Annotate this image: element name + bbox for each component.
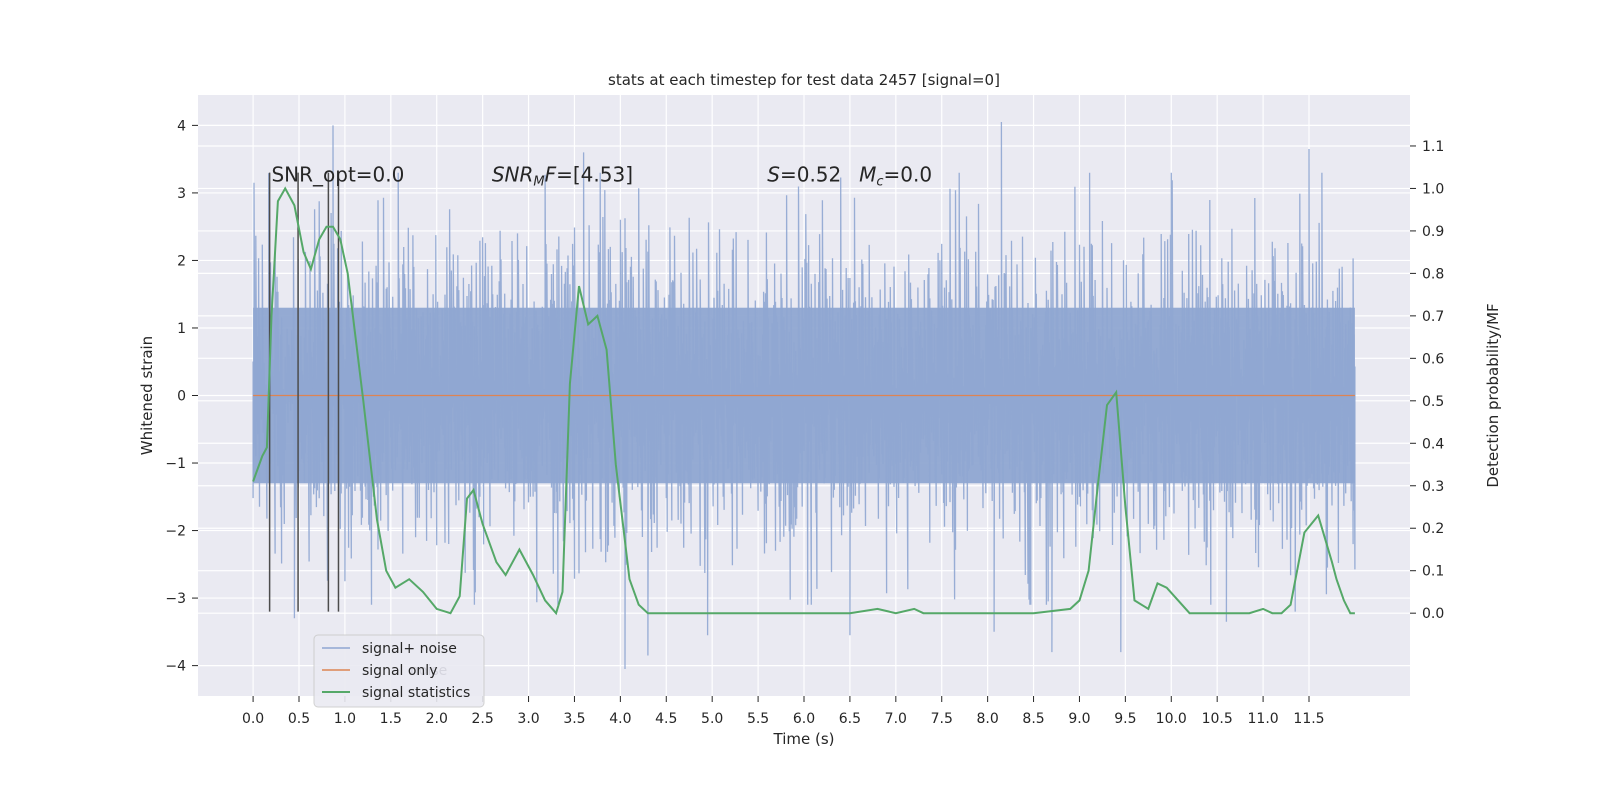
annotations: SNR_opt=0.0 SNRMF=[4.53] S=0.52 Mc=0.0 bbox=[271, 163, 932, 190]
x-tick-label: 11.0 bbox=[1248, 711, 1279, 727]
chart-title: stats at each timestep for test data 245… bbox=[608, 71, 1000, 89]
x-tick-label: 6.0 bbox=[793, 711, 815, 727]
y-left-tick-label: −1 bbox=[165, 456, 186, 472]
x-tick-label: 3.5 bbox=[563, 711, 585, 727]
x-tick-label: 5.5 bbox=[747, 711, 769, 727]
y-right-tick-label: 0.9 bbox=[1422, 224, 1444, 240]
legend-ghost-text: noise bbox=[410, 663, 447, 679]
x-tick-label: 10.0 bbox=[1156, 711, 1187, 727]
y-axis-right: 1.1 1.0 0.9 0.8 0.7 0.6 0.5 0.4 0.3 0.2 0.1 0.0 bbox=[1410, 139, 1444, 622]
x-tick-label: 1.0 bbox=[334, 711, 356, 727]
x-tick-label: 8.5 bbox=[1022, 711, 1044, 727]
x-tick-label: 9.5 bbox=[1114, 711, 1136, 727]
y-right-tick-label: 0.8 bbox=[1422, 266, 1444, 282]
legend-box bbox=[313, 634, 485, 708]
y-right-tick-label: 0.4 bbox=[1422, 436, 1444, 452]
y-left-tick-label: −3 bbox=[165, 591, 186, 607]
x-tick-label: 0.5 bbox=[288, 711, 310, 727]
x-tick-label: 0.0 bbox=[242, 711, 264, 727]
x-tick-label: 3.0 bbox=[517, 711, 539, 727]
x-tick-label: 2.5 bbox=[472, 711, 494, 727]
x-tick-label: 10.5 bbox=[1202, 711, 1233, 727]
annotation-1: SNR_opt=0.0 bbox=[271, 163, 404, 187]
x-tick-label: 8.0 bbox=[977, 711, 999, 727]
x-tick-label: 5.0 bbox=[701, 711, 723, 727]
y-right-tick-label: 0.5 bbox=[1422, 394, 1444, 410]
y-right-tick-label: 0.1 bbox=[1422, 564, 1444, 580]
annotation-3: S=0.52 bbox=[767, 163, 841, 187]
y-left-tick-label: 3 bbox=[177, 186, 186, 202]
y-right-tick-label: 1.1 bbox=[1422, 139, 1444, 155]
y-axis-left: 4 3 2 1 0 −1 −2 −3 −4 bbox=[165, 118, 198, 675]
legend-label: signal only bbox=[362, 663, 437, 679]
x-tick-label: 11.5 bbox=[1293, 711, 1324, 727]
x-tick-label: 7.5 bbox=[931, 711, 953, 727]
annotation-4: Mc=0.0 bbox=[859, 163, 932, 190]
y-right-tick-label: 0.0 bbox=[1422, 606, 1444, 622]
annotation-2: SNRMF=[4.53] bbox=[492, 163, 633, 190]
x-tick-label: 1.5 bbox=[380, 711, 402, 727]
series-signal-statistics bbox=[252, 186, 1355, 616]
x-tick-label: 7.0 bbox=[885, 711, 907, 727]
y-right-tick-label: 1.0 bbox=[1422, 181, 1444, 197]
x-tick-label: 4.5 bbox=[655, 711, 677, 727]
x-axis-label: Time (s) bbox=[773, 730, 835, 748]
signal-statistics-line bbox=[252, 186, 1355, 616]
legend-label: signal statistics bbox=[362, 685, 470, 701]
legend: noise signal+ noise signal only signal stat… bbox=[313, 634, 485, 708]
y-left-tick-label: 0 bbox=[177, 389, 186, 405]
y-left-tick-label: −4 bbox=[165, 659, 186, 675]
legend-label: signal+ noise bbox=[362, 641, 457, 657]
y-axis-right-label: Detection probability/MF bbox=[1484, 303, 1502, 487]
x-tick-label: 6.5 bbox=[839, 711, 861, 727]
y-left-tick-label: 4 bbox=[177, 118, 186, 134]
y-left-tick-label: 2 bbox=[177, 253, 186, 269]
y-left-tick-label: 1 bbox=[177, 321, 186, 337]
noise-line bbox=[252, 121, 1356, 670]
y-axis-left-label: Whitened strain bbox=[138, 336, 156, 455]
y-right-tick-label: 0.6 bbox=[1422, 351, 1444, 367]
x-axis: 0.0 0.5 1.0 1.5 2.0 2.5 3.0 3.5 4.0 4.5 5.0 5.5 6.0 6… bbox=[242, 696, 1325, 727]
y-left-tick-label: −2 bbox=[165, 524, 186, 540]
y-right-tick-label: 0.3 bbox=[1422, 479, 1444, 495]
y-right-tick-label: 0.7 bbox=[1422, 309, 1444, 325]
x-tick-label: 9.0 bbox=[1068, 711, 1090, 727]
x-tick-label: 4.0 bbox=[609, 711, 631, 727]
y-right-tick-label: 0.2 bbox=[1422, 521, 1444, 537]
x-tick-label: 2.0 bbox=[426, 711, 448, 727]
